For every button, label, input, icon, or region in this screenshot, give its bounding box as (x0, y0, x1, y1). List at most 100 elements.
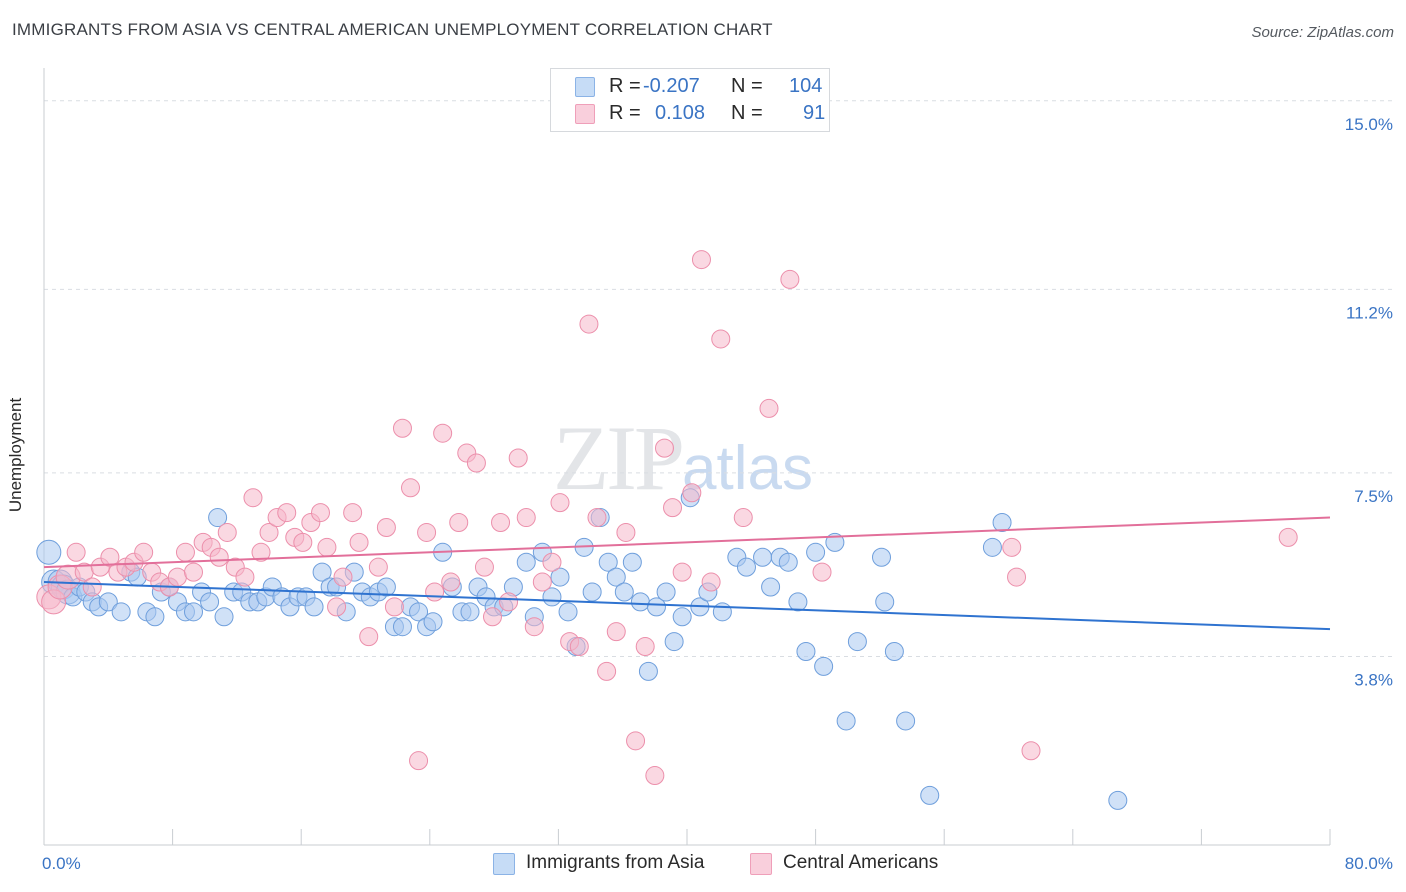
central-point (417, 522, 437, 542)
asia-point (896, 711, 916, 731)
central-point (441, 572, 461, 592)
central-point (524, 617, 544, 637)
central-point (310, 503, 330, 523)
central-trend-line (43, 516, 1331, 569)
central-point (175, 542, 195, 562)
y-tick-label: 11.2% (1346, 303, 1393, 322)
central-point (597, 661, 617, 681)
central-point (532, 572, 552, 592)
legend-n-label: N = (731, 102, 763, 124)
central-point (343, 503, 363, 523)
central-point (516, 508, 536, 528)
central-point (392, 418, 412, 438)
asia-point (656, 582, 676, 602)
asia-point (778, 552, 798, 572)
asia-point (606, 567, 626, 587)
central-point (780, 269, 800, 289)
asia-point (872, 547, 892, 567)
asia-point (1108, 790, 1128, 810)
central-point (635, 637, 655, 657)
central-point (368, 557, 388, 577)
y-tick-label: 3.8% (1354, 670, 1393, 689)
asia-point (392, 617, 412, 637)
central-point (433, 423, 453, 443)
central-point (1002, 537, 1022, 557)
central-point (293, 532, 313, 552)
legend-swatch-pink (750, 853, 772, 875)
central-point (579, 314, 599, 334)
legend-row-central: R = 0.108 N = 91 (575, 102, 825, 126)
legend-swatch-pink (575, 104, 595, 124)
central-point (100, 547, 120, 567)
asia-point (630, 592, 650, 612)
central-point (654, 438, 674, 458)
asia-point (550, 567, 570, 587)
asia-point (516, 552, 536, 572)
central-point (606, 622, 626, 642)
central-point (235, 567, 255, 587)
central-point (1278, 527, 1298, 547)
central-point (333, 567, 353, 587)
asia-point (672, 607, 692, 627)
asia-point (36, 539, 62, 565)
central-point (508, 448, 528, 468)
central-point (691, 250, 711, 270)
central-point (251, 542, 271, 562)
legend-n-label: N = (731, 75, 763, 97)
central-point (672, 562, 692, 582)
central-point (209, 547, 229, 567)
asia-point (664, 632, 684, 652)
asia-point (875, 592, 895, 612)
central-point (277, 503, 297, 523)
y-tick-label: 15.0% (1345, 115, 1393, 134)
legend-n-value: 104 (789, 75, 823, 97)
asia-point (884, 642, 904, 662)
asia-point (598, 552, 618, 572)
asia-point (582, 582, 602, 602)
central-point (491, 513, 511, 533)
x-tick-label-min: 0.0% (42, 854, 81, 873)
central-point (499, 592, 519, 612)
central-point (183, 562, 203, 582)
asia-point (200, 592, 220, 612)
central-point (409, 751, 429, 771)
asia-point (98, 592, 118, 612)
central-point (474, 557, 494, 577)
central-point (401, 478, 421, 498)
asia-point (376, 577, 396, 597)
central-point (217, 522, 237, 542)
asia-point (183, 602, 203, 622)
central-point (349, 532, 369, 552)
legend-n-value: 91 (803, 102, 826, 124)
chart-title: IMMIGRANTS FROM ASIA VS CENTRAL AMERICAN… (12, 20, 773, 39)
central-point (682, 483, 702, 503)
source-credit: Source: ZipAtlas.com (1251, 24, 1394, 41)
asia-point (409, 602, 429, 622)
asia-point (836, 711, 856, 731)
asia-point (208, 508, 228, 528)
central-point (82, 577, 102, 597)
central-point (812, 562, 832, 582)
legend-label-asia: Immigrants from Asia (526, 852, 705, 873)
legend-r-label: R = (609, 102, 641, 124)
legend-swatch-blue (575, 77, 595, 97)
central-point (550, 493, 570, 513)
central-point (1021, 741, 1041, 761)
asia-trend-line (43, 581, 1331, 631)
asia-point (982, 537, 1002, 557)
watermark-zip: ZIP (553, 407, 685, 509)
central-point (359, 627, 379, 647)
x-tick-label-max: 80.0% (1345, 854, 1393, 873)
asia-point (214, 607, 234, 627)
asia-point (145, 607, 165, 627)
legend-swatch-blue (493, 853, 515, 875)
asia-point (558, 602, 578, 622)
asia-point (753, 547, 773, 567)
asia-point (712, 602, 732, 622)
asia-point (814, 656, 834, 676)
central-point (569, 637, 589, 657)
asia-point (312, 562, 332, 582)
asia-point (992, 513, 1012, 533)
central-point (466, 453, 486, 473)
